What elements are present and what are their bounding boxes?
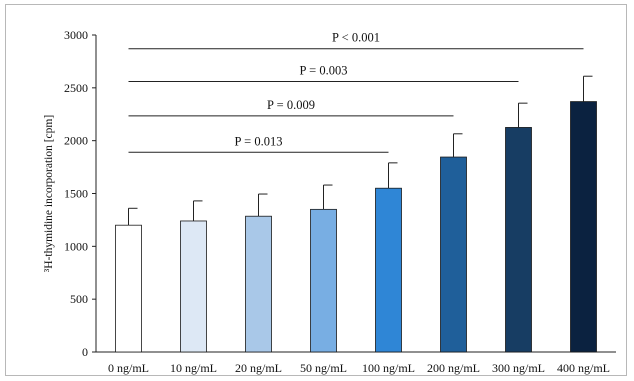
y-tick-label: 0 xyxy=(82,345,88,359)
bar xyxy=(570,101,597,353)
x-tick-label: 0 ng/mL xyxy=(108,361,149,375)
x-tick-label: 400 ng/mL xyxy=(557,361,610,375)
bars xyxy=(115,101,597,353)
bar xyxy=(440,156,467,353)
tick-labels: 0 500 1000 1500 2000 2500 3000 0 ng/mL 10 ng/mL 2… xyxy=(64,28,610,375)
x-tick-label: 10 ng/mL xyxy=(170,361,217,375)
y-tick-label: 1000 xyxy=(64,239,88,253)
x-tick-label: 200 ng/mL xyxy=(427,361,480,375)
x-tick-label: 20 ng/mL xyxy=(235,361,282,375)
significance-annotations: P < 0.001 P = 0.003 P = 0.009 P = 0.013 xyxy=(128,31,584,153)
bar xyxy=(310,208,337,353)
x-tick-label: 100 ng/mL xyxy=(362,361,415,375)
bar xyxy=(115,224,142,353)
axes xyxy=(92,34,616,353)
bar xyxy=(505,127,532,353)
error-bars xyxy=(128,75,593,226)
x-tick-label: 300 ng/mL xyxy=(492,361,545,375)
y-tick-label: 3000 xyxy=(64,28,88,42)
y-tick-label: 1500 xyxy=(64,187,88,201)
p-value-label: P < 0.001 xyxy=(332,31,380,45)
bar xyxy=(375,187,402,353)
y-tick-label: 500 xyxy=(70,292,88,306)
x-tick-label: 50 ng/mL xyxy=(300,361,347,375)
p-value-label: P = 0.013 xyxy=(235,134,283,148)
p-value-label: P = 0.009 xyxy=(267,98,315,112)
bar xyxy=(180,220,207,353)
p-value-label: P = 0.003 xyxy=(300,63,348,77)
y-axis-label: ³H-thymidine incorporation [cpm] xyxy=(43,115,55,272)
bar xyxy=(245,215,272,353)
y-tick-label: 2000 xyxy=(64,134,88,148)
y-tick-label: 2500 xyxy=(64,81,88,95)
